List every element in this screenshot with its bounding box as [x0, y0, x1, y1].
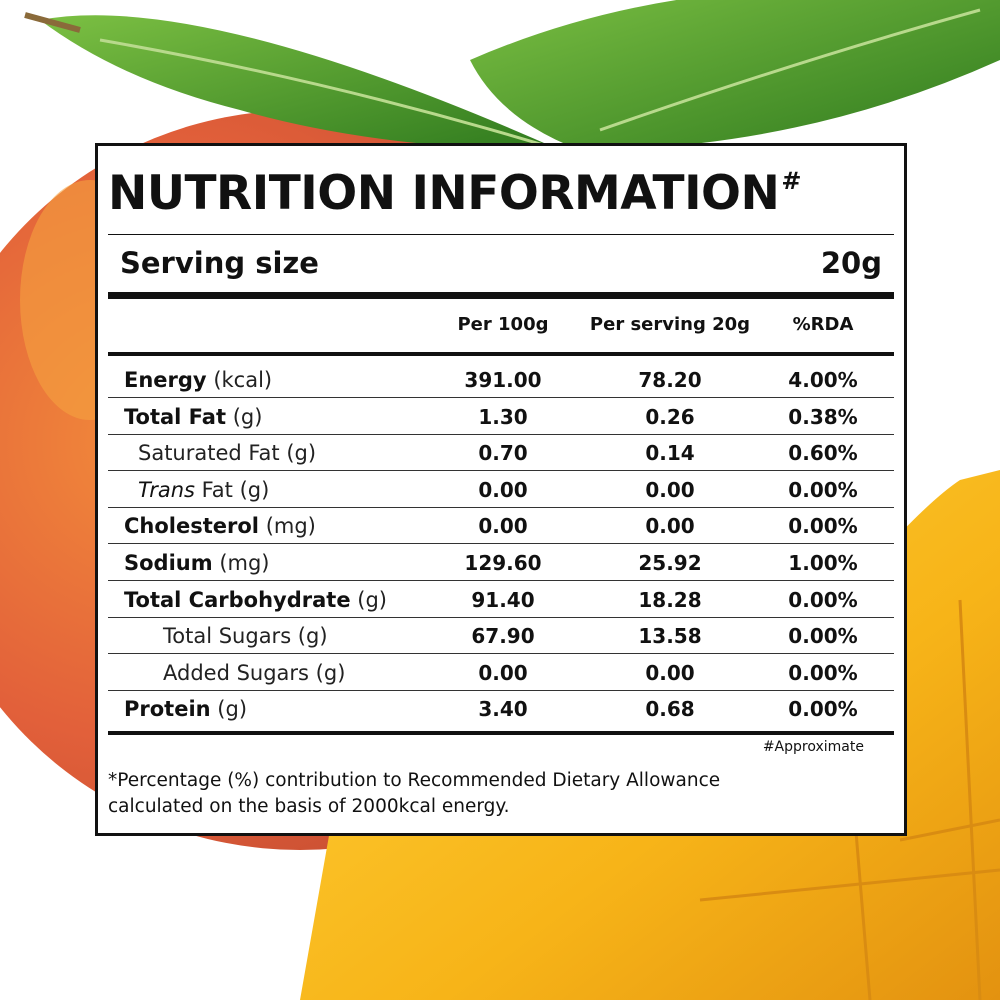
nutrient-value: 0.00% [788, 660, 858, 685]
column-header: Per 100g [457, 314, 549, 335]
unit-text: (mg) [219, 551, 270, 575]
nutrient-value: 0.38% [788, 404, 858, 429]
row-separator [108, 397, 894, 398]
unit-text: Fat (g) [201, 477, 270, 502]
nutrient-value: 0.00% [788, 477, 858, 502]
nutrient-value: 67.90 [471, 624, 535, 649]
name-text: Sodium [124, 551, 213, 575]
nutrient-row: Cholesterol (mg) 0.00 0.00 0.00% [108, 508, 894, 545]
nutrient-value: 129.60 [464, 551, 542, 575]
nutrient-value: 13.58 [638, 624, 702, 649]
row-separator [108, 433, 894, 435]
unit-text: (mg) [265, 514, 316, 539]
nutrient-value: 1.30 [478, 404, 528, 429]
nutrient-row: Sodium (mg) 129.60 25.92 1.00% [108, 545, 894, 581]
leaf-right [470, 0, 1000, 150]
rule-thick [108, 352, 894, 356]
unit-text: (g) [232, 404, 263, 429]
name-text: Total Carbohydrate [124, 587, 351, 612]
unit-text: (kcal) [213, 368, 273, 392]
row-separator [108, 653, 894, 655]
nutrient-row: Total Fat (g) 1.30 0.26 0.38% [108, 399, 894, 435]
nutrient-row: Energy (kcal) 391.00 78.20 4.00% [108, 362, 894, 398]
nutrient-name: Trans Fat (g) [138, 478, 269, 502]
name-text: Total Sugars (g) [163, 624, 328, 649]
stem [24, 12, 81, 33]
nutrient-value: 0.26 [645, 404, 695, 429]
name-text: Saturated Fat (g) [138, 441, 317, 466]
nutrient-row: Trans Fat (g) 0.00 0.00 0.00% [108, 472, 894, 508]
title-wrap: NUTRITION INFORMATION# [108, 166, 801, 221]
nutrient-name: Sodium (mg) [124, 551, 270, 575]
nutrient-name: Total Sugars (g) [163, 624, 328, 648]
nutrient-value: 78.20 [638, 368, 702, 392]
nutrient-value: 0.00 [478, 477, 528, 502]
row-separator [108, 689, 894, 691]
name-text: Trans [138, 477, 195, 502]
name-text: Protein [124, 697, 211, 722]
nutrient-value: 391.00 [464, 368, 542, 392]
title: NUTRITION INFORMATION [108, 166, 780, 221]
row-separator [108, 580, 894, 581]
name-text: Total Fat [124, 404, 227, 429]
nutrient-value: 3.40 [478, 697, 528, 722]
nutrient-name: Saturated Fat (g) [138, 441, 316, 465]
leaf-veins [99, 8, 981, 152]
nutrient-name: Protein (g) [124, 697, 247, 721]
approximate-note: #Approximate [762, 739, 864, 755]
nutrient-value: 91.40 [471, 587, 535, 612]
name-text: Energy [124, 368, 207, 392]
row-separator [108, 470, 894, 472]
nutrient-value: 0.00 [645, 514, 695, 539]
nutrient-value: 0.00 [478, 660, 528, 685]
nutrient-name: Total Fat (g) [124, 405, 262, 429]
name-text: Added Sugars (g) [163, 660, 346, 685]
nutrient-row: Protein (g) 3.40 0.68 0.00% [108, 691, 894, 727]
nutrient-row: Added Sugars (g) 0.00 0.00 0.00% [108, 655, 894, 691]
name-text: Cholesterol [124, 514, 259, 539]
rule [108, 234, 894, 235]
footnote: *Percentage (%) contribution to Recommen… [108, 770, 721, 791]
title-mark: # [781, 167, 801, 195]
nutrient-value: 0.00% [788, 514, 858, 539]
nutrient-value: 25.92 [638, 551, 702, 575]
nutrient-value: 0.60% [788, 441, 858, 466]
nutrient-row: Total Carbohydrate (g) 91.40 18.28 0.00% [108, 582, 894, 618]
nutrient-value: 0.68 [645, 697, 695, 722]
footnote: calculated on the basis of 2000kcal ener… [108, 796, 510, 817]
nutrient-value: 0.00 [478, 514, 528, 539]
rule-thick [108, 292, 894, 299]
row-separator [108, 616, 894, 618]
nutrient-name: Added Sugars (g) [163, 661, 345, 685]
row-separator [108, 543, 894, 545]
serving-value: 20g [820, 246, 882, 280]
nutrient-value: 18.28 [638, 587, 702, 612]
nutrient-value: 0.70 [478, 441, 528, 466]
unit-text: (g) [217, 697, 248, 722]
nutrient-name: Energy (kcal) [124, 368, 272, 392]
nutrient-value: 0.00% [788, 587, 858, 612]
nutrition-label: NUTRITION INFORMATION# Serving size 20g … [95, 143, 907, 836]
nutrient-row: Total Sugars (g) 67.90 13.58 0.00% [108, 618, 894, 655]
nutrient-value: 4.00% [788, 368, 858, 392]
unit-text: (g) [357, 587, 387, 612]
leaf-left [40, 15, 560, 151]
nutrient-value: 1.00% [788, 551, 858, 575]
serving-label: Serving size [120, 246, 319, 280]
nutrient-value: 0.00% [788, 624, 858, 649]
row-separator [108, 506, 894, 508]
nutrient-value: 0.00 [645, 477, 695, 502]
column-header: Per serving 20g [589, 314, 751, 335]
column-header: %RDA [792, 314, 854, 335]
nutrient-name: Cholesterol (mg) [124, 514, 316, 538]
nutrient-name: Total Carbohydrate (g) [124, 588, 387, 612]
nutrient-value: 0.00% [788, 697, 858, 722]
nutrient-value: 0.00 [645, 660, 695, 685]
nutrient-row: Saturated Fat (g) 0.70 0.14 0.60% [108, 435, 894, 472]
nutrient-value: 0.14 [645, 441, 695, 466]
rule-thick [108, 731, 894, 735]
